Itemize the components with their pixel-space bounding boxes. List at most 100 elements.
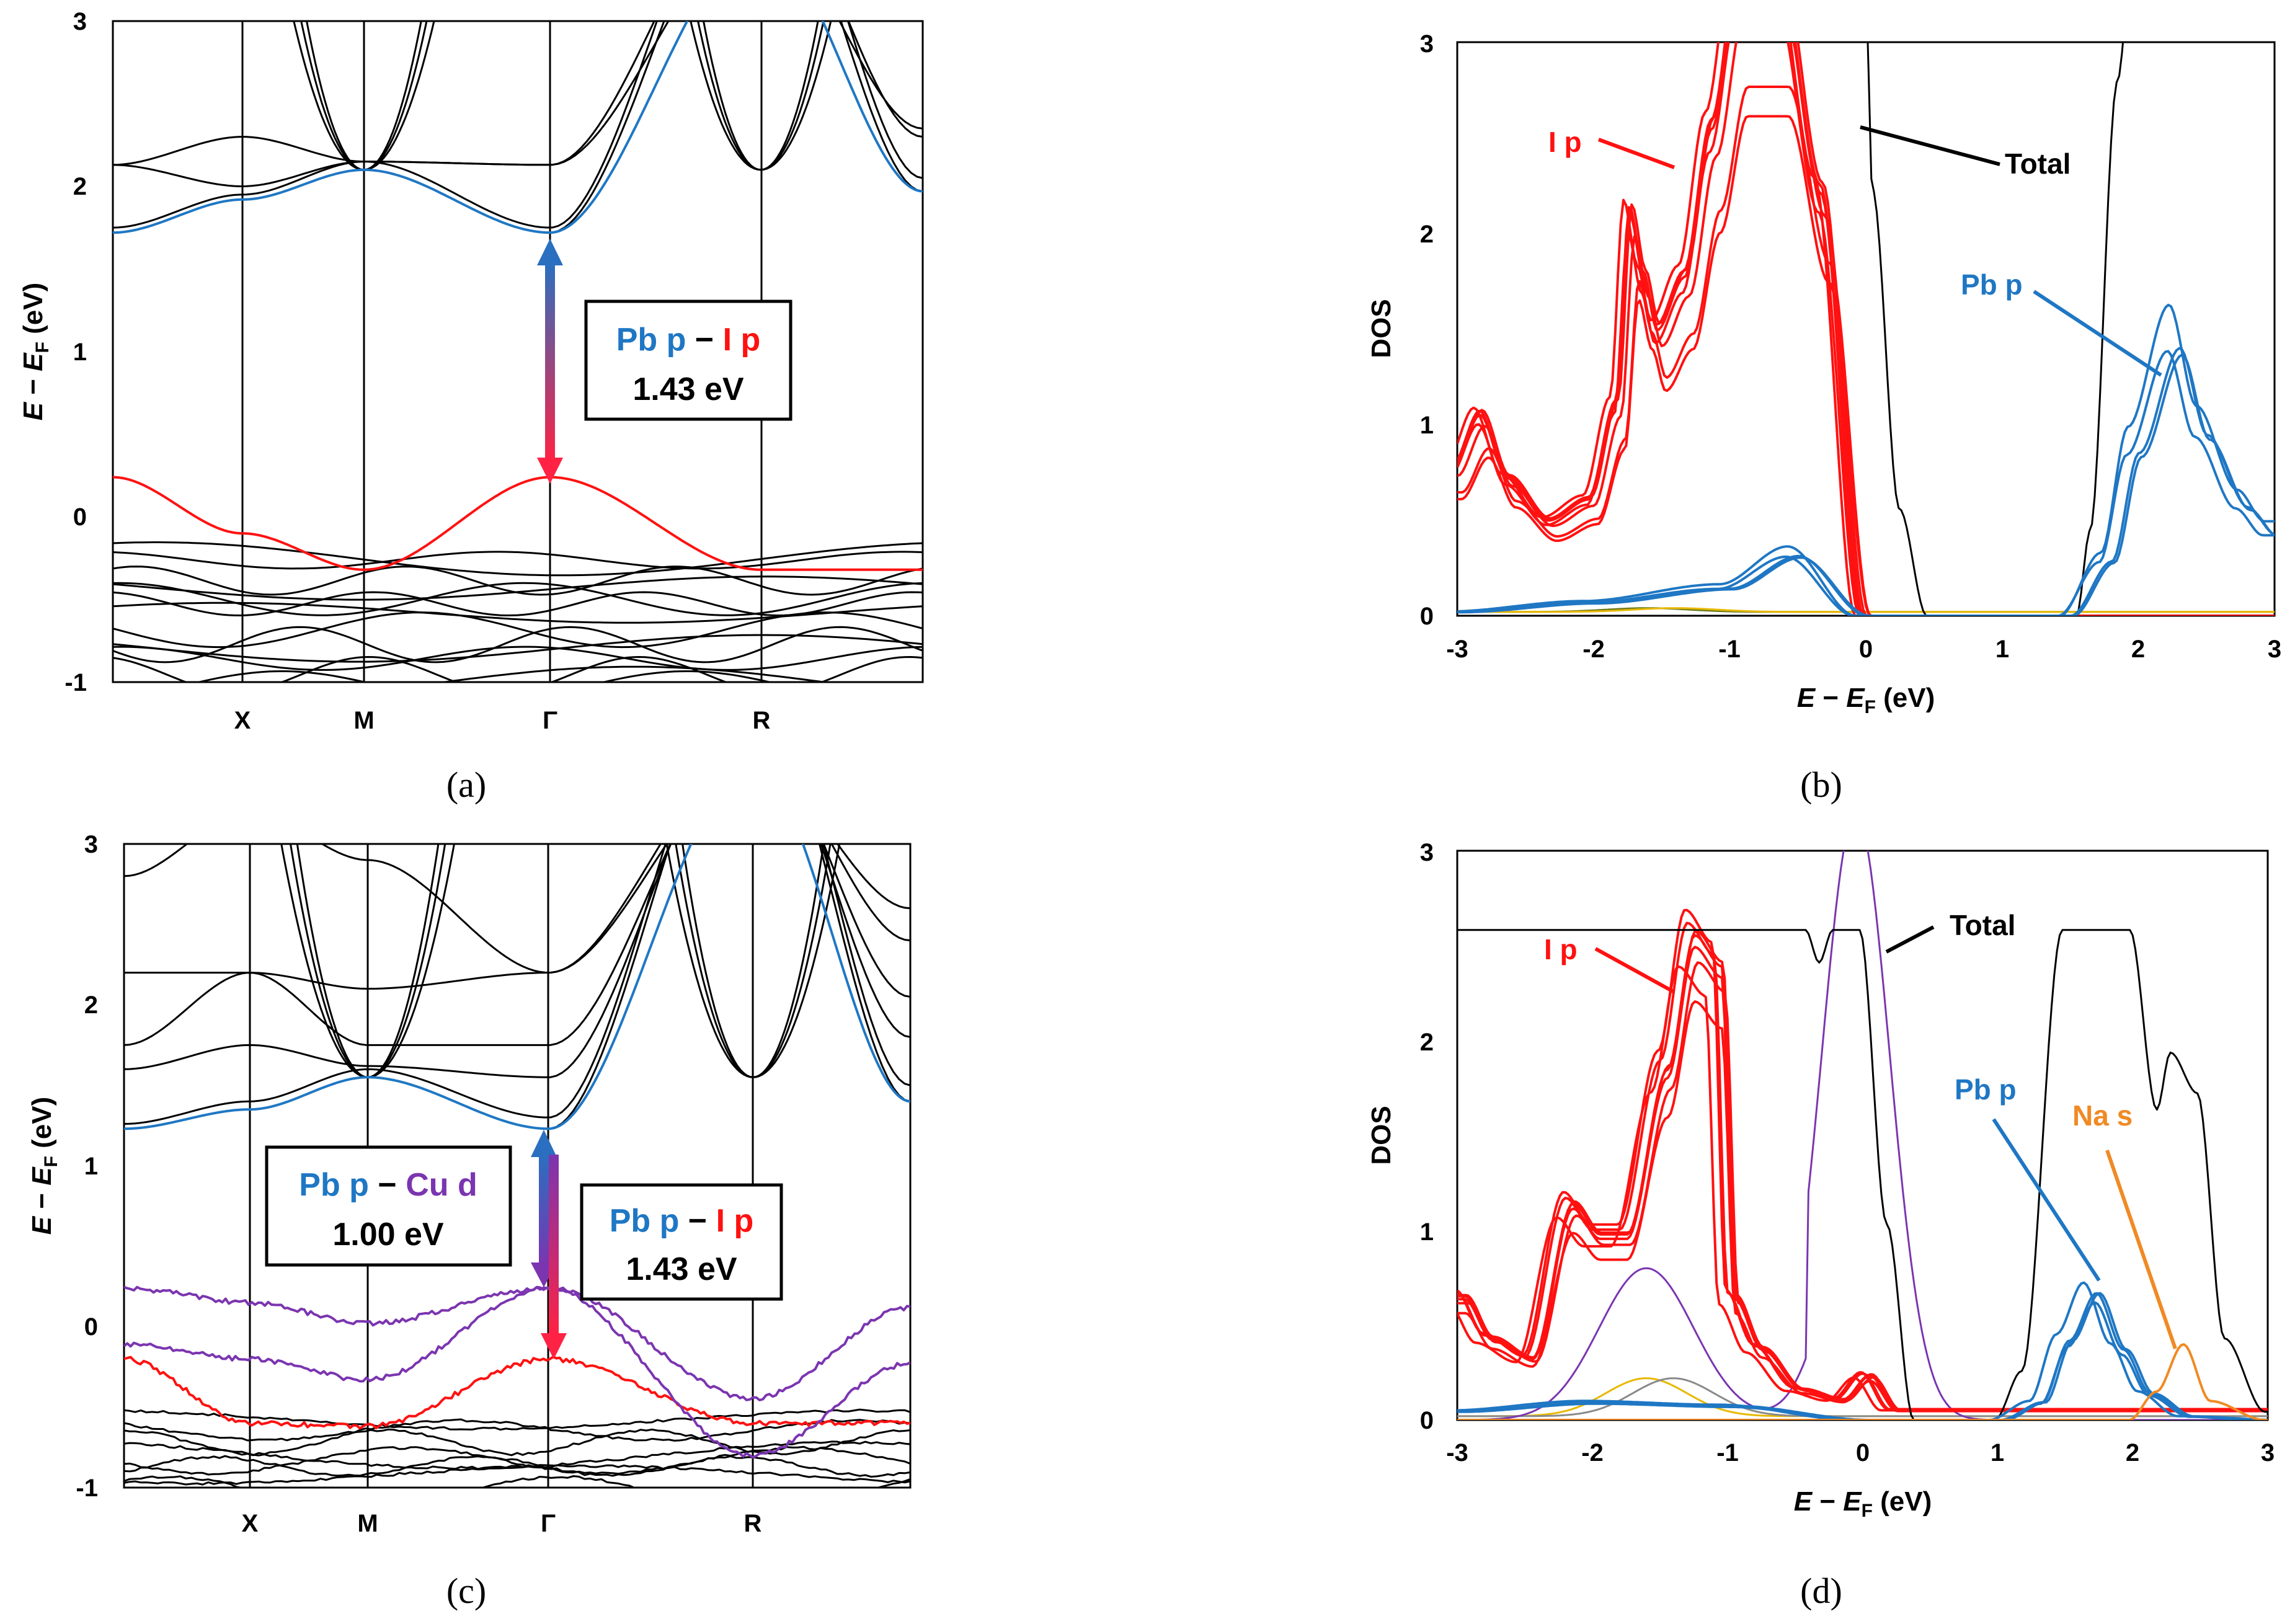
y-tick: 1: [73, 339, 87, 366]
valence-band: [124, 1538, 910, 1566]
valence-band: [113, 646, 923, 671]
x-tick: -2: [1581, 1439, 1604, 1466]
x-tick: -3: [1446, 636, 1468, 663]
y-tick: 0: [1420, 603, 1434, 630]
y-tick: 3: [1420, 30, 1434, 58]
label-total: Total: [2005, 148, 2071, 180]
valence-band: [124, 1464, 910, 1486]
valence-band: [124, 1408, 910, 1431]
i-p-dos-curve: [1457, 115, 2275, 616]
i-p-band: [124, 1356, 910, 1430]
gap-annotation-cu-value: 1.00 eV: [332, 1217, 444, 1253]
pb-p-dos-curve: [1457, 1281, 2268, 1420]
pb-p-dos-curve: [1457, 303, 2275, 616]
i-p-dos-curve: [1457, 42, 2275, 616]
valence-band: [113, 582, 923, 616]
pb-p-band: [113, 21, 923, 234]
valence-band: [113, 541, 923, 577]
y-tick: 2: [84, 992, 98, 1019]
y-axis-label: E − EF (eV): [18, 283, 53, 421]
cu-d-band: [124, 1285, 910, 1401]
valence-band: [124, 1475, 910, 1488]
y-tick: 3: [73, 8, 87, 35]
panel-b-dos: 3 2 1 0 -3 -2 -1 0 1 2 3 E − EF (eV) DOS…: [1366, 30, 2281, 805]
x-tick: 0: [1856, 1439, 1870, 1466]
y-tick: 2: [1420, 1029, 1434, 1056]
callout-line-pb-p: [2033, 290, 2162, 377]
dos-curves: [1457, 42, 2275, 616]
y-tick: 3: [1420, 839, 1434, 866]
highlighted-bands: [113, 21, 923, 571]
kpoint-label-x: X: [242, 1510, 259, 1537]
y-axis-label: DOS: [1366, 1106, 1396, 1165]
label-pb-p: Pb p: [1955, 1073, 2017, 1106]
kpoint-label-gamma: Γ: [541, 1510, 556, 1537]
kpoint-label-x: X: [234, 707, 251, 734]
y-tick: 0: [1420, 1407, 1434, 1434]
conduction-band: [124, 844, 910, 1125]
x-tick: 0: [1859, 636, 1873, 663]
x-tick: 2: [2131, 636, 2145, 663]
i-p-dos-curve: [1457, 42, 2275, 616]
conduction-band: [113, 21, 923, 187]
valence-band: [195, 670, 774, 682]
callout-line-total: [1860, 125, 2000, 166]
dos-projection-minor: [1457, 607, 2275, 613]
kpoint-label-m: M: [353, 707, 374, 734]
y-tick: 1: [1420, 1218, 1434, 1246]
gap-annotation-i-box: [580, 1183, 783, 1301]
gap-arrow-cu-head-up: [531, 1130, 557, 1157]
conduction-band: [124, 844, 910, 990]
panel-a-band-structure: 3 2 1 0 -1 X M Γ R E − EF (eV) Pb p −: [18, 8, 924, 805]
dos-projection-minor: [1457, 1377, 2268, 1418]
panel-label-d: (d): [1800, 1571, 1842, 1611]
gap-annotation-cu-label: Pb p − Cu d: [299, 1167, 477, 1203]
panel-c-band-structure: 3 2 1 0 -1 X M Γ R E − EF (eV) Pb p − Cu…: [27, 831, 912, 1611]
dos-curves: [1457, 851, 2268, 1420]
x-tick: 2: [2126, 1439, 2139, 1466]
plot-frame: [123, 843, 912, 1489]
kpoint-label-r: R: [753, 707, 771, 734]
gap-annotation-label: Pb p − I p: [616, 322, 761, 358]
dos-projection-minor: [1457, 851, 2268, 1420]
x-tick: -1: [1716, 1439, 1739, 1466]
gap-annotation-box: [584, 300, 792, 421]
valence-band: [124, 1418, 910, 1442]
panel-d-dos: 3 2 1 0 -3 -2 -1 0 1 2 3 E − EF (eV) DOS…: [1366, 839, 2275, 1611]
callout-line-i-p: [1594, 947, 1676, 994]
conduction-band: [124, 844, 910, 1078]
label-i-p: I p: [1544, 933, 1578, 965]
cu-d-band: [124, 1286, 910, 1459]
na-s-dos-curve: [1457, 1343, 2268, 1420]
y-tick: 3: [84, 831, 98, 858]
gap-arrow-head-down: [537, 458, 563, 484]
kpoint-label-m: M: [357, 1510, 378, 1537]
callout-line-na-s: [2105, 1150, 2177, 1349]
i-p-dos-curve: [1457, 930, 2268, 1411]
x-tick: 3: [2261, 1439, 2275, 1466]
conduction-band: [113, 21, 923, 229]
gap-annotation-i-value: 1.43 eV: [626, 1251, 737, 1287]
y-tick: 2: [1420, 221, 1434, 248]
y-tick: 2: [73, 173, 87, 200]
y-tick: 0: [84, 1313, 98, 1341]
x-axis-label: E − EF (eV): [1794, 1486, 1932, 1521]
x-tick: 1: [1995, 636, 2009, 663]
callout-line-total: [1885, 925, 1935, 954]
y-tick: -1: [76, 1475, 98, 1502]
valence-band: [437, 665, 832, 682]
pb-p-dos-curve: [1457, 347, 2275, 616]
y-tick: 1: [84, 1153, 98, 1180]
x-tick: 1: [1991, 1439, 2004, 1466]
valence-band: [345, 1486, 895, 1488]
label-na-s: Na s: [2072, 1099, 2133, 1132]
pb-p-band: [124, 844, 910, 1130]
y-tick: 1: [1420, 412, 1434, 439]
callout-line-i-p: [1597, 138, 1676, 169]
panel-label-a: (a): [446, 765, 486, 805]
plot-frame: [1456, 41, 2276, 617]
panel-label-c: (c): [446, 1571, 486, 1611]
gap-arrow-shaft: [545, 263, 555, 460]
valence-band: [124, 1455, 910, 1478]
i-p-dos-curve: [1457, 42, 2275, 616]
